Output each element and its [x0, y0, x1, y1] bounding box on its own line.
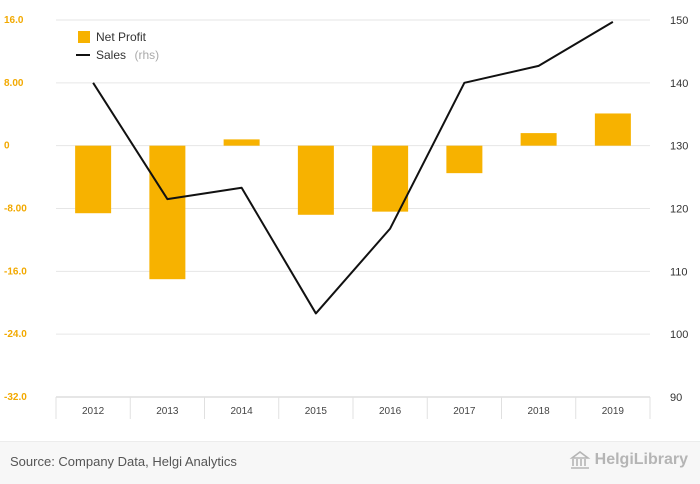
net-profit-bars — [75, 113, 631, 280]
footer: Source: Company Data, Helgi Analytics He… — [0, 441, 700, 484]
x-tick-label: 2013 — [156, 406, 179, 417]
y-right-tick-label: 140 — [670, 78, 688, 90]
source-note: Source: Company Data, Helgi Analytics — [10, 454, 237, 469]
net-profit-bar — [520, 133, 557, 146]
legend-swatch-net-profit — [78, 31, 90, 43]
net-profit-bar — [446, 145, 483, 174]
net-profit-bar — [149, 145, 186, 280]
y-right-tick-label: 120 — [670, 204, 688, 216]
y-right-tick-label: 90 — [670, 392, 682, 404]
net-profit-bar — [372, 145, 409, 212]
legend: Net Profit Sales (rhs) — [76, 30, 159, 63]
gridlines — [56, 19, 650, 335]
y-left-tick-label: -24.0 — [4, 329, 27, 340]
y-left-tick-label: 0 — [4, 141, 10, 152]
x-tick-label: 2019 — [602, 406, 625, 417]
y-left-tick-label: 8.00 — [4, 78, 24, 89]
x-tick-label: 2014 — [231, 406, 254, 417]
sales-line-layer — [92, 21, 614, 315]
y-right-tick-label: 130 — [670, 141, 688, 153]
y-left-tick-label: -8.00 — [4, 204, 27, 215]
legend-label-net-profit: Net Profit — [96, 30, 147, 44]
x-tick-label: 2015 — [305, 406, 328, 417]
y-left-tick-label: 16.0 — [4, 15, 24, 26]
axes: 16.0 8.00 0 -8.00 -16.0 -24.0 -32.0 150 140 130 12… — [4, 15, 688, 419]
y-right-tick-label: 150 — [670, 15, 688, 27]
x-tick-label: 2012 — [82, 406, 105, 417]
legend-label-sales-group: Sales (rhs) — [96, 46, 159, 63]
legend-label-sales: Sales — [96, 48, 126, 62]
x-tick-label: 2016 — [379, 406, 402, 417]
y-right-tick-label: 100 — [670, 329, 688, 341]
logo-text: HelgiLibrary — [594, 451, 688, 468]
x-tick-label: 2017 — [453, 406, 476, 417]
net-profit-bar — [594, 113, 631, 146]
net-profit-bar — [75, 145, 112, 214]
legend-label-sales-suffix: (rhs) — [134, 48, 159, 62]
net-profit-bar — [297, 145, 334, 215]
library-building-icon — [569, 451, 591, 469]
helgi-library-logo: HelgiLibrary — [569, 450, 688, 470]
x-tick-label: 2018 — [528, 406, 551, 417]
net-profit-bar — [223, 139, 260, 146]
y-right-tick-label: 110 — [670, 266, 688, 278]
sales-line — [92, 21, 614, 315]
combo-chart: 16.0 8.00 0 -8.00 -16.0 -24.0 -32.0 150 140 130 12… — [4, 15, 688, 419]
y-left-tick-label: -32.0 — [4, 392, 27, 403]
y-left-tick-label: -16.0 — [4, 266, 27, 277]
